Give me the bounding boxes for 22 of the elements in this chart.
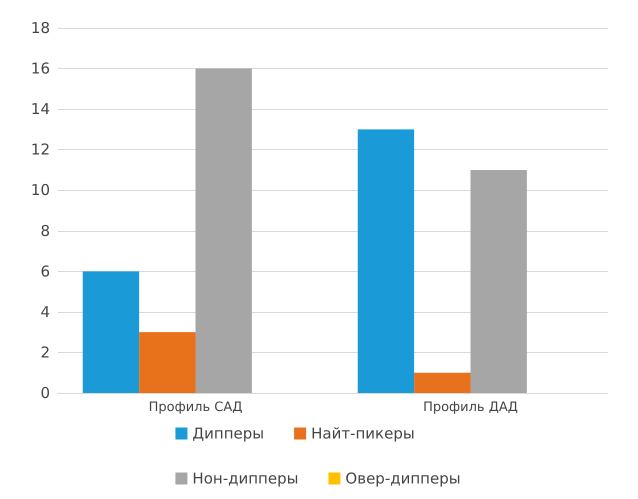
legend-label: Нон-дипперы [192, 470, 298, 488]
bar [196, 68, 252, 393]
legend-label: Дипперы [192, 424, 264, 442]
bar [139, 332, 196, 393]
x-tick-label: Профиль ДАД [423, 400, 518, 415]
bar [358, 129, 414, 393]
bar [470, 170, 527, 393]
bar [82, 271, 140, 393]
bar [414, 372, 470, 393]
y-tick-label: 2 [40, 343, 50, 362]
y-tick-label: 10 [30, 181, 50, 200]
y-tick-label: 12 [30, 140, 50, 159]
legend-label: Овер-дипперы [345, 470, 461, 488]
x-tick-label: Профиль САД [148, 400, 242, 415]
y-tick-label: 6 [40, 262, 50, 280]
y-tick-label: 0 [40, 384, 50, 402]
y-tick-label: 16 [30, 60, 50, 78]
legend-label: Найт-пикеры [311, 424, 415, 442]
y-tick-label: 14 [30, 100, 50, 118]
y-tick-label: 8 [40, 222, 50, 240]
y-tick-label: 4 [40, 302, 50, 321]
y-tick-label: 18 [30, 19, 50, 37]
